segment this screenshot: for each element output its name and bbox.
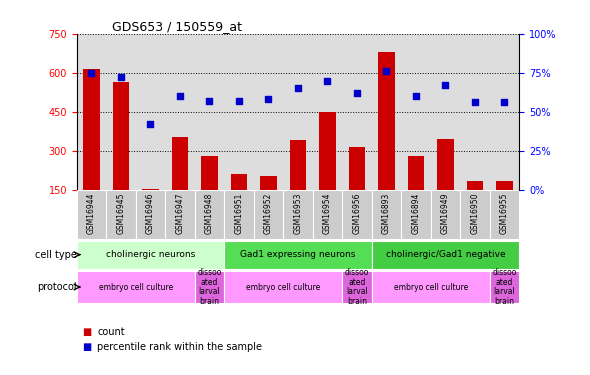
FancyBboxPatch shape: [106, 190, 136, 239]
FancyBboxPatch shape: [313, 190, 342, 239]
Text: protocol: protocol: [37, 282, 77, 292]
Text: GSM16948: GSM16948: [205, 192, 214, 234]
Text: ■: ■: [83, 342, 92, 352]
FancyBboxPatch shape: [77, 241, 224, 269]
Text: GSM16944: GSM16944: [87, 192, 96, 234]
Text: embryo cell culture: embryo cell culture: [99, 282, 173, 291]
Bar: [172, 136, 188, 190]
Text: cholinergic neurons: cholinergic neurons: [106, 250, 195, 259]
Point: [293, 86, 303, 92]
Text: GSM16952: GSM16952: [264, 192, 273, 234]
Bar: [496, 181, 513, 190]
FancyBboxPatch shape: [224, 190, 254, 239]
FancyBboxPatch shape: [431, 190, 460, 239]
FancyBboxPatch shape: [342, 271, 372, 303]
Text: GSM16950: GSM16950: [470, 192, 480, 234]
Bar: [231, 174, 247, 190]
Bar: [319, 112, 336, 190]
Point: [323, 78, 332, 84]
Text: GSM16954: GSM16954: [323, 192, 332, 234]
FancyBboxPatch shape: [224, 271, 342, 303]
Point: [116, 75, 126, 81]
FancyBboxPatch shape: [136, 190, 165, 239]
Text: count: count: [97, 327, 125, 337]
FancyBboxPatch shape: [77, 190, 106, 239]
FancyBboxPatch shape: [195, 190, 224, 239]
Text: dissoo
ated
larval
brain: dissoo ated larval brain: [492, 268, 517, 306]
Bar: [113, 82, 129, 190]
Text: embryo cell culture: embryo cell culture: [394, 282, 468, 291]
Bar: [142, 189, 159, 190]
Bar: [83, 69, 100, 190]
Text: cholinergic/Gad1 negative: cholinergic/Gad1 negative: [386, 250, 505, 259]
FancyBboxPatch shape: [372, 190, 401, 239]
Point: [500, 99, 509, 105]
Text: GSM16951: GSM16951: [234, 192, 244, 234]
Bar: [467, 181, 483, 190]
Text: GSM16953: GSM16953: [293, 192, 303, 234]
Text: Gad1 expressing neurons: Gad1 expressing neurons: [240, 250, 356, 259]
Point: [441, 82, 450, 88]
Text: GSM16947: GSM16947: [175, 192, 185, 234]
Text: GSM16946: GSM16946: [146, 192, 155, 234]
Point: [264, 96, 273, 102]
Point: [234, 98, 244, 104]
FancyBboxPatch shape: [490, 190, 519, 239]
Bar: [349, 147, 365, 190]
Text: dissoo
ated
larval
brain: dissoo ated larval brain: [197, 268, 222, 306]
FancyBboxPatch shape: [254, 190, 283, 239]
FancyBboxPatch shape: [224, 241, 372, 269]
Point: [205, 98, 214, 104]
FancyBboxPatch shape: [490, 271, 519, 303]
Text: dissoo
ated
larval
brain: dissoo ated larval brain: [345, 268, 369, 306]
Point: [352, 90, 362, 96]
Bar: [408, 156, 424, 190]
FancyBboxPatch shape: [460, 190, 490, 239]
Text: GSM16956: GSM16956: [352, 192, 362, 234]
FancyBboxPatch shape: [372, 241, 519, 269]
Text: GSM16945: GSM16945: [116, 192, 126, 234]
FancyBboxPatch shape: [195, 271, 224, 303]
FancyBboxPatch shape: [77, 271, 195, 303]
Text: percentile rank within the sample: percentile rank within the sample: [97, 342, 263, 352]
Text: GSM16955: GSM16955: [500, 192, 509, 234]
Point: [146, 122, 155, 128]
Text: GSM16894: GSM16894: [411, 192, 421, 234]
Point: [175, 93, 185, 99]
FancyBboxPatch shape: [401, 190, 431, 239]
Text: GDS653 / 150559_at: GDS653 / 150559_at: [112, 20, 242, 33]
Bar: [290, 141, 306, 190]
Bar: [201, 156, 218, 190]
Text: cell type: cell type: [35, 250, 77, 259]
FancyBboxPatch shape: [165, 190, 195, 239]
Text: ■: ■: [83, 327, 92, 337]
Point: [382, 68, 391, 74]
Point: [411, 93, 421, 99]
FancyBboxPatch shape: [342, 190, 372, 239]
Text: GSM16949: GSM16949: [441, 192, 450, 234]
Bar: [260, 176, 277, 190]
Text: GSM16893: GSM16893: [382, 192, 391, 234]
FancyBboxPatch shape: [372, 271, 490, 303]
Point: [87, 70, 96, 76]
Bar: [437, 139, 454, 190]
Text: embryo cell culture: embryo cell culture: [246, 282, 320, 291]
Point: [470, 99, 480, 105]
Bar: [378, 52, 395, 190]
FancyBboxPatch shape: [283, 190, 313, 239]
